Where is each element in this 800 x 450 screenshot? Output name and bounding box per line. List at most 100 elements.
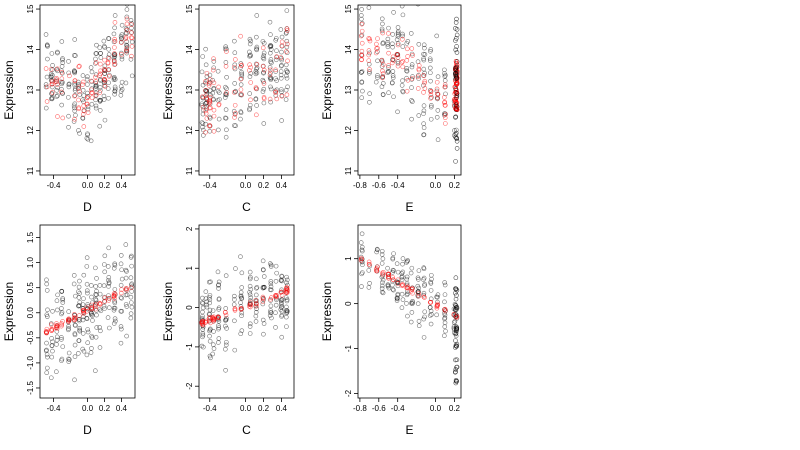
- observed-point: [200, 107, 206, 113]
- observed-point: [454, 16, 459, 22]
- observed-point: [427, 313, 433, 318]
- fitted-point: [81, 108, 87, 114]
- fitted-point: [207, 123, 212, 129]
- fitted-point: [112, 38, 118, 44]
- observed-point: [119, 276, 125, 282]
- fitted-point: [199, 319, 205, 324]
- fitted-point: [248, 64, 253, 70]
- observed-point: [442, 299, 447, 305]
- observed-point: [93, 368, 98, 374]
- observed-point: [59, 337, 64, 342]
- observed-point: [129, 39, 135, 45]
- fitted-point: [200, 322, 206, 327]
- fitted-point: [98, 61, 103, 67]
- observed-point: [106, 245, 112, 251]
- observed-point: [93, 292, 99, 297]
- y-tick-label: 1: [185, 265, 194, 270]
- observed-point: [203, 289, 209, 294]
- fitted-point: [434, 304, 440, 310]
- fitted-point: [223, 63, 229, 69]
- observed-point: [224, 75, 229, 80]
- fitted-point: [253, 301, 259, 307]
- observed-point: [97, 108, 103, 113]
- observed-point: [454, 93, 460, 99]
- observed-point: [273, 69, 278, 74]
- observed-point: [124, 39, 129, 44]
- observed-point: [248, 71, 254, 76]
- fitted-point: [247, 68, 252, 73]
- observed-point: [112, 261, 117, 267]
- observed-point: [267, 313, 273, 318]
- fitted-point: [72, 315, 78, 321]
- observed-point: [429, 95, 434, 100]
- observed-point: [385, 36, 391, 42]
- observed-point: [283, 97, 289, 102]
- observed-point: [284, 277, 290, 283]
- observed-point: [453, 47, 459, 53]
- observed-point: [211, 65, 217, 71]
- observed-point: [232, 318, 237, 324]
- observed-point: [119, 267, 124, 273]
- fitted-point: [65, 317, 71, 322]
- observed-point: [222, 95, 228, 100]
- observed-point: [442, 78, 448, 83]
- observed-point: [268, 99, 273, 105]
- y-tick-label: 11: [26, 166, 35, 175]
- observed-point: [200, 124, 205, 130]
- observed-point: [400, 297, 406, 302]
- observed-point: [366, 61, 372, 67]
- observed-point: [239, 310, 245, 316]
- observed-point: [49, 343, 55, 349]
- fitted-point: [367, 67, 372, 72]
- observed-point: [112, 61, 118, 67]
- fitted-point: [223, 312, 229, 318]
- observed-point: [390, 73, 396, 78]
- observed-point: [373, 79, 379, 85]
- observed-point: [278, 75, 284, 81]
- observed-point: [454, 75, 459, 81]
- observed-point: [442, 282, 448, 288]
- observed-point: [409, 85, 414, 90]
- fitted-point: [415, 74, 421, 80]
- observed-point: [128, 56, 134, 62]
- observed-point: [223, 44, 228, 49]
- observed-point: [216, 323, 221, 328]
- observed-point: [283, 87, 289, 93]
- observed-point: [253, 71, 259, 77]
- fitted-point: [81, 103, 87, 109]
- observed-point: [216, 340, 221, 345]
- observed-point: [49, 51, 55, 56]
- observed-point: [54, 88, 59, 93]
- observed-point: [254, 285, 260, 290]
- observed-point: [43, 82, 49, 87]
- observed-point: [366, 268, 372, 273]
- fitted-point: [216, 101, 222, 107]
- x-tick-label: 0.0: [240, 404, 252, 413]
- observed-point: [215, 97, 221, 103]
- fitted-point: [101, 76, 107, 82]
- observed-point: [223, 134, 229, 140]
- observed-point: [97, 45, 103, 50]
- observed-point: [452, 318, 458, 324]
- observed-point: [422, 52, 428, 57]
- observed-point: [238, 116, 243, 122]
- fitted-point: [71, 315, 77, 320]
- fitted-point: [84, 305, 90, 311]
- fitted-point: [453, 81, 459, 86]
- observed-point: [385, 265, 390, 271]
- observed-point: [254, 285, 259, 291]
- fitted-point: [390, 277, 396, 282]
- fitted-point: [416, 293, 422, 299]
- x-tick-label: 0.2: [449, 404, 461, 413]
- fitted-point: [222, 309, 228, 315]
- observed-point: [390, 270, 395, 275]
- observed-point: [216, 127, 221, 133]
- fitted-point: [404, 58, 410, 63]
- x-tick-label: 0.0: [82, 181, 94, 190]
- observed-point: [428, 78, 433, 84]
- observed-point: [76, 295, 82, 300]
- observed-point: [415, 59, 421, 64]
- observed-point: [442, 71, 447, 76]
- y-tick-label: 0: [344, 301, 353, 306]
